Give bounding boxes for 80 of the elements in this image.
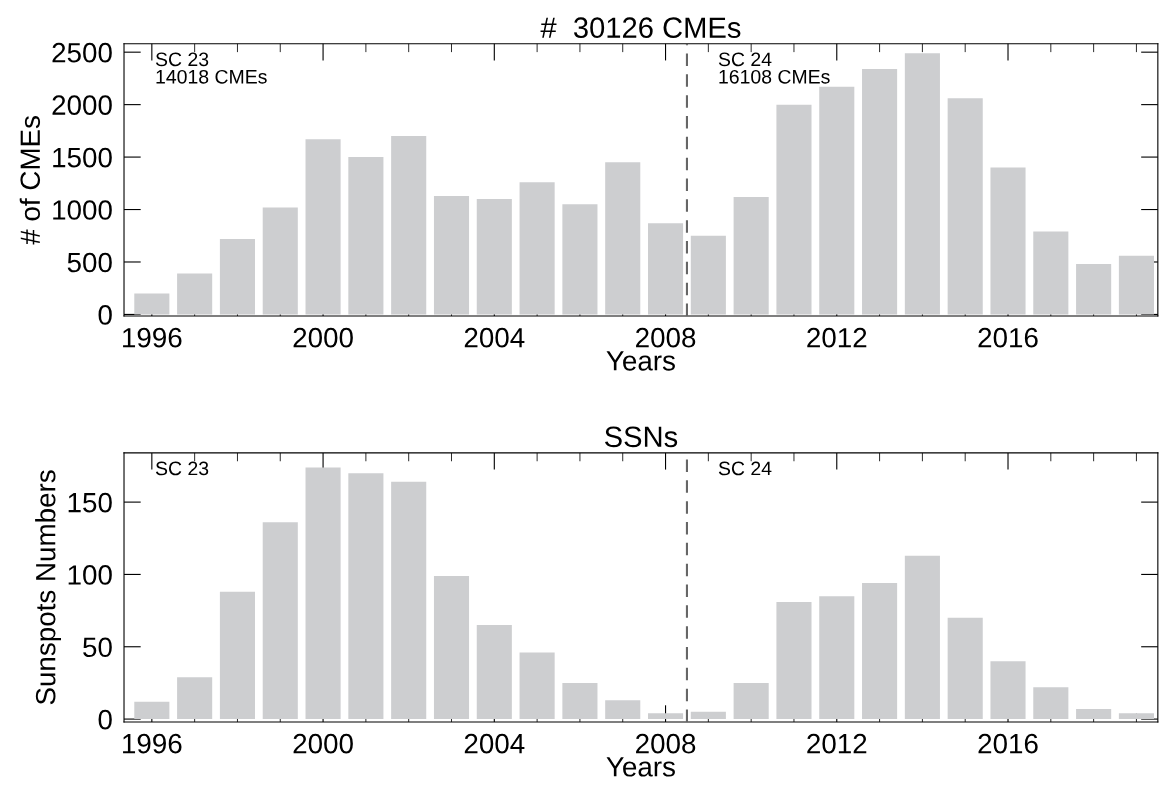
bar xyxy=(391,481,427,720)
bar xyxy=(605,162,641,315)
bar xyxy=(1076,264,1112,315)
y-tick-label: 1500 xyxy=(53,147,112,168)
bar xyxy=(1118,713,1154,720)
y-tick-label: 0 xyxy=(98,709,112,730)
x-tick-label: 2000 xyxy=(293,733,353,754)
x-axis-title: Years xyxy=(606,757,675,777)
y-tick-label: 500 xyxy=(67,252,112,273)
x-tick-label: 2016 xyxy=(978,733,1038,754)
bar xyxy=(776,104,812,315)
y-tick-label: 1000 xyxy=(53,200,112,220)
chart-title: SSNs xyxy=(604,426,678,448)
bar xyxy=(647,713,684,720)
bar xyxy=(947,98,983,315)
bar xyxy=(433,195,470,315)
bar xyxy=(733,196,769,315)
bar xyxy=(476,625,512,720)
y-axis-title: Sunspots Numbers xyxy=(35,470,62,705)
bar xyxy=(862,583,898,720)
bar xyxy=(219,238,256,315)
bar xyxy=(348,473,384,720)
chart-title: # 30126 CMEs xyxy=(540,17,741,39)
y-axis-title: # of CMEs xyxy=(19,116,41,245)
y-tick-label: 0 xyxy=(98,305,112,325)
bar xyxy=(819,86,855,315)
x-tick-label: 2012 xyxy=(807,327,867,348)
bar xyxy=(177,677,213,720)
bar xyxy=(776,601,812,720)
x-tick-label: 2012 xyxy=(807,733,867,754)
annotation: SC 24 16108 CMEs xyxy=(718,52,830,84)
x-tick-label: 2008 xyxy=(636,327,696,348)
y-tick-label: 150 xyxy=(68,492,112,513)
bar xyxy=(134,701,170,720)
x-axis-title: Years xyxy=(606,351,675,371)
bar xyxy=(476,199,512,315)
bar xyxy=(348,157,384,315)
x-tick-label: 1996 xyxy=(123,733,182,754)
bar xyxy=(1076,708,1112,720)
x-tick-label: 2000 xyxy=(293,327,353,348)
x-tick-label: 2004 xyxy=(464,733,525,754)
bar xyxy=(690,235,726,315)
bar xyxy=(262,207,298,315)
bar xyxy=(305,467,341,720)
bar xyxy=(519,182,555,315)
bar xyxy=(1118,255,1154,315)
bar xyxy=(690,711,726,720)
x-tick-label: 2004 xyxy=(464,327,525,348)
annotation: SC 23 xyxy=(155,461,209,476)
bar xyxy=(904,53,940,315)
bar xyxy=(562,682,598,720)
x-tick-label: 1996 xyxy=(123,327,182,348)
bar xyxy=(990,661,1026,720)
bar xyxy=(990,167,1026,315)
bar xyxy=(177,273,213,315)
x-tick-label: 2008 xyxy=(636,733,696,754)
y-tick-label: 50 xyxy=(83,637,112,658)
y-tick-label: 2000 xyxy=(52,95,112,115)
bar xyxy=(391,136,427,315)
bar xyxy=(819,596,855,720)
bar xyxy=(219,591,256,720)
bar xyxy=(519,652,555,720)
annotation: SC 24 xyxy=(718,461,772,476)
bar xyxy=(1033,687,1069,720)
bar xyxy=(433,575,470,720)
y-tick-label: 100 xyxy=(68,565,112,585)
x-tick-label: 2016 xyxy=(978,327,1038,348)
bar xyxy=(947,617,983,720)
y-tick-label: 2500 xyxy=(52,42,112,63)
bar xyxy=(262,522,298,720)
bar xyxy=(1033,231,1069,315)
bar xyxy=(647,223,684,315)
bar xyxy=(562,204,598,315)
annotation: SC 23 14018 CMEs xyxy=(155,52,267,84)
bar xyxy=(305,139,341,315)
bar xyxy=(904,555,940,720)
bar xyxy=(733,682,769,720)
bar xyxy=(134,293,170,315)
bar xyxy=(862,68,898,315)
bar xyxy=(605,700,641,720)
